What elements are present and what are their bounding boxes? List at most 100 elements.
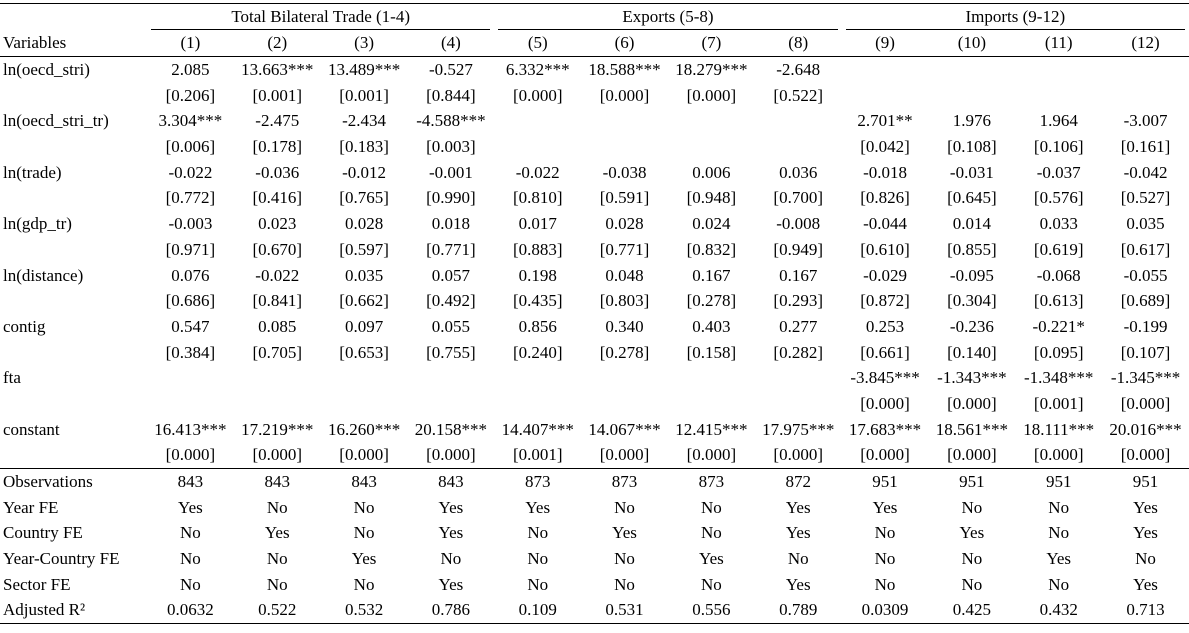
p-value: [0.000]: [686, 445, 737, 465]
coefficient: -0.236: [949, 316, 994, 336]
coefficient: -3.845***: [850, 368, 920, 388]
table-row: [0.000] [0.000] [0.001] [0.000]: [0, 391, 1189, 417]
stat-value: No: [1135, 549, 1156, 569]
p-value: [0.653]: [339, 342, 389, 362]
coefficient: [581, 108, 668, 134]
stat-value: Yes: [872, 497, 898, 517]
coefficient: 17.975***: [762, 419, 835, 439]
coefficient: 17.219***: [241, 419, 314, 439]
p-value: [0.000]: [599, 85, 650, 105]
coefficient: 0.167: [779, 265, 818, 285]
p-value: [0.000]: [1120, 445, 1171, 465]
stat-value: No: [787, 549, 809, 569]
variable-label: ln(oecd_stri): [3, 60, 90, 80]
p-value: [0.003]: [426, 137, 476, 157]
p-value: [0.617]: [1120, 239, 1171, 259]
p-value: [0.000]: [426, 445, 476, 465]
variable-label: fta: [3, 368, 21, 388]
stat-value: 0.531: [581, 597, 668, 624]
stat-value: Yes: [785, 574, 811, 594]
p-value: [0.001]: [339, 85, 389, 105]
coefficient: 0.033: [1039, 214, 1078, 234]
p-value: [0.522]: [773, 85, 823, 105]
stat-value: No: [961, 549, 983, 569]
coefficient: -0.095: [949, 265, 994, 285]
coefficient: -0.012: [342, 162, 387, 182]
column-header: (12): [1102, 30, 1189, 57]
group-header-cell: Imports (9-12): [841, 3, 1189, 30]
coefficient: -4.588***: [416, 111, 486, 131]
p-value: [755, 134, 842, 160]
group-header-cell: Exports (5-8): [494, 3, 842, 30]
table-row: ln(distance) 0.076 -0.022 0.035 0.057 0.198 0.…: [0, 262, 1189, 288]
stat-value: No: [180, 574, 201, 594]
p-value: [0.000]: [252, 445, 303, 465]
coefficient: 0.057: [431, 265, 471, 285]
p-value: [0.872]: [860, 291, 910, 311]
p-value: [0.006]: [165, 137, 216, 157]
coefficient: [842, 56, 929, 82]
coefficient: 0.035: [1126, 214, 1165, 234]
p-value: [0.670]: [252, 239, 303, 259]
p-value: [928, 82, 1015, 108]
coefficient: 1.964: [1039, 111, 1078, 131]
p-value: [0.001]: [252, 85, 303, 105]
p-value: [147, 391, 234, 417]
coefficient: 0.028: [344, 214, 384, 234]
p-value: [0.000]: [686, 85, 737, 105]
p-value: [0.855]: [947, 239, 997, 259]
coefficient: -0.031: [949, 162, 994, 182]
coefficient: -1.345***: [1110, 368, 1181, 388]
stat-value: No: [614, 574, 635, 594]
stat-value: 873: [494, 467, 582, 495]
table-row: [0.000] [0.000] [0.000] [0.000] [0.001] [0.00…: [0, 442, 1189, 468]
stat-value: No: [180, 523, 201, 543]
p-value: [0.576]: [1033, 188, 1084, 208]
column-header: (9): [841, 30, 929, 57]
stat-value: 0.522: [233, 597, 321, 624]
variable-label: ln(gdp_tr): [3, 214, 72, 234]
p-value: [0.000]: [860, 445, 910, 465]
table-row: ln(trade) -0.022 -0.036 -0.012 -0.001 -0.022 -…: [0, 159, 1189, 185]
stat-value: 0.109: [494, 597, 582, 624]
table-row: Sector FE No No No Yes No No No Yes No No No Yes: [0, 571, 1189, 597]
coefficient: -0.022: [255, 265, 300, 285]
stat-value: Yes: [438, 574, 464, 594]
coefficient: 0.340: [605, 316, 644, 336]
p-value: [0.000]: [860, 393, 910, 413]
p-value: [0.304]: [947, 291, 997, 311]
coefficient: [494, 365, 581, 391]
stat-value: 873: [667, 467, 755, 495]
stat-value: No: [527, 574, 549, 594]
p-value: [0.689]: [1120, 291, 1171, 311]
group-header: Total Bilateral Trade (1-4): [151, 4, 491, 30]
stat-value: 0.789: [754, 597, 842, 624]
coefficient: 2.701**: [857, 111, 913, 131]
p-value: [234, 391, 321, 417]
table-row: Adjusted R² 0.0632 0.522 0.532 0.786 0.109 0.5…: [0, 597, 1189, 624]
table-row: Observations 843 843 843 843 873 873 873 872 951 9…: [0, 467, 1189, 495]
coefficient: -1.348***: [1023, 368, 1094, 388]
group-header: Exports (5-8): [498, 4, 838, 30]
column-header: (3): [320, 30, 408, 57]
p-value: [407, 391, 494, 417]
stat-value: No: [440, 549, 462, 569]
p-value: [0.000]: [773, 445, 823, 465]
regression-table: Total Bilateral Trade (1-4) Exports (5-8)…: [0, 3, 1189, 624]
coefficient: 2.085: [171, 60, 210, 80]
table-row: Year-Country FE No No Yes No No No Yes No No No Yes…: [0, 546, 1189, 572]
stat-value: No: [874, 523, 896, 543]
table-row: [0.772] [0.416] [0.765] [0.990] [0.810] [0.59…: [0, 185, 1189, 211]
coefficient: [755, 365, 842, 391]
table-row: ln(oecd_stri) 2.085 13.663*** 13.489*** -0.5…: [0, 56, 1189, 82]
p-value: [0.883]: [512, 239, 563, 259]
p-value: [668, 391, 755, 417]
stat-value: No: [700, 523, 722, 543]
p-value: [0.591]: [599, 188, 650, 208]
coefficient: 14.407***: [501, 419, 574, 439]
coefficient: -0.001: [428, 162, 473, 182]
coefficient: -0.003: [168, 214, 213, 234]
stat-value: 951: [1015, 467, 1103, 495]
coefficient: [668, 108, 755, 134]
coefficient: -3.007: [1123, 111, 1168, 131]
